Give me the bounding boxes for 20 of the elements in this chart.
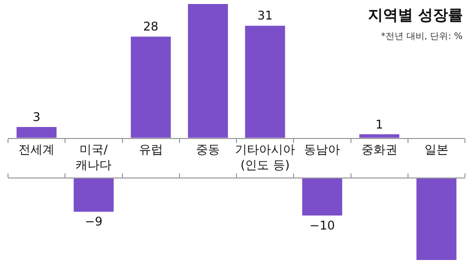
text: *전년 대비, 단위: % xyxy=(381,32,463,42)
x-tick-label: 유럽 xyxy=(138,142,163,156)
data-label: −9 xyxy=(84,214,103,229)
data-label: 1 xyxy=(375,117,384,132)
bar xyxy=(130,36,171,138)
bar xyxy=(16,127,57,138)
x-tick-label: 미국/ 캐나다 xyxy=(76,142,112,172)
data-label: 28 xyxy=(143,20,158,34)
data-label: 31 xyxy=(257,8,273,23)
x-tick-label: 일본 xyxy=(424,142,448,156)
data-label: 3 xyxy=(32,110,40,124)
bar xyxy=(245,26,286,138)
x-tick-label: 동남아 xyxy=(304,142,340,156)
x-tick-label: 중동 xyxy=(196,142,220,156)
chart-title: 지역별 성장률 xyxy=(368,6,464,24)
x-tick-label: 기타아시아 (인도 등) xyxy=(235,142,296,172)
data-label: −10 xyxy=(310,218,335,232)
x-tick-label: 중화권 xyxy=(361,142,398,156)
x-tick-label: 전세계 xyxy=(18,142,55,156)
bar xyxy=(188,4,228,138)
